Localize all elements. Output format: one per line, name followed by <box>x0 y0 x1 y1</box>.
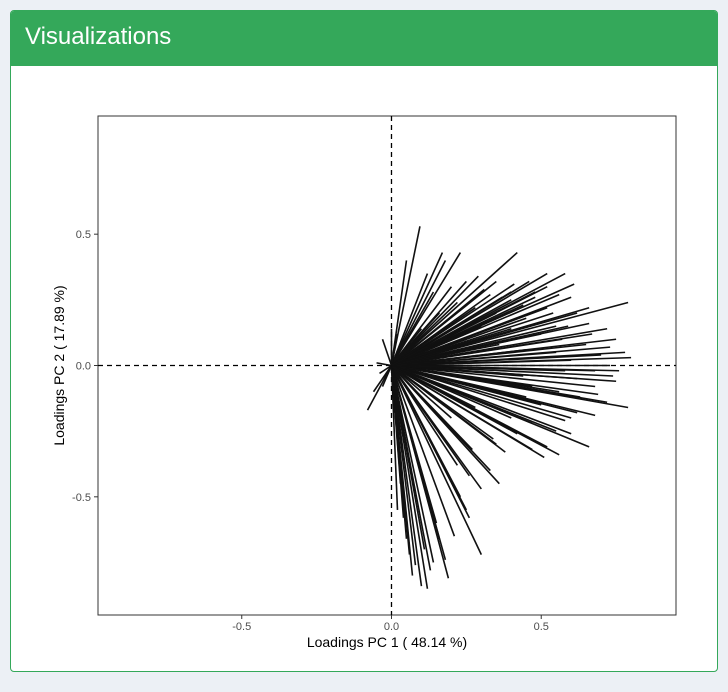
loading-segment <box>390 301 458 367</box>
loading-segment <box>391 312 578 367</box>
loading-segment <box>390 365 462 498</box>
loading-segment <box>390 260 408 366</box>
loading-segment <box>391 364 497 445</box>
loading-segment <box>379 364 392 375</box>
loading-segment <box>390 273 429 366</box>
visualizations-panel: Visualizations -0.5 0.0 0.5 -0.5 0.0 0.5 Load… <box>10 10 718 672</box>
loading-segment <box>391 283 515 367</box>
loading-segment <box>391 364 560 393</box>
x-tick-label: 0.5 <box>534 621 549 633</box>
loading-segment <box>390 251 518 367</box>
loading-segment <box>390 333 399 366</box>
loading-segment <box>390 252 444 366</box>
panel-body: -0.5 0.0 0.5 -0.5 0.0 0.5 Loadings PC 1 ( 48.… <box>11 66 717 671</box>
loading-segment <box>390 365 471 477</box>
loading-segment <box>391 338 467 367</box>
loading-segment <box>391 325 557 367</box>
loading-segment <box>390 364 491 472</box>
loading-segment <box>391 333 593 367</box>
loading-segment <box>390 365 432 571</box>
loading-segment <box>381 365 393 387</box>
loading-segment <box>390 365 456 537</box>
loading-segment <box>390 365 441 540</box>
plot-area: -0.5 0.0 0.5 -0.5 0.0 0.5 <box>72 115 677 633</box>
loading-segment <box>390 364 452 419</box>
loading-segment <box>391 364 476 409</box>
panel-title: Visualizations <box>11 11 717 66</box>
loading-segment <box>390 328 423 367</box>
y-tick-label: 0.0 <box>76 361 91 373</box>
loading-segment <box>390 365 483 555</box>
loading-segment <box>391 364 572 435</box>
y-tick-label: -0.5 <box>72 492 91 504</box>
loading-segment <box>391 364 596 372</box>
loading-segment <box>391 354 602 367</box>
x-tick-label: 0.0 <box>384 621 399 633</box>
loading-segment <box>391 346 611 367</box>
y-tick-label: 0.5 <box>76 229 91 241</box>
loading-segment <box>391 364 566 422</box>
loading-segment <box>391 322 470 367</box>
loading-segment <box>390 280 497 367</box>
loading-segment <box>390 260 447 366</box>
loading-segment <box>381 338 393 366</box>
loading-segment <box>391 364 533 451</box>
loading-segment <box>390 365 396 413</box>
loading-segment <box>391 364 527 398</box>
loading-segment <box>376 362 392 367</box>
y-axis-title: Loadings PC 2 ( 17.89 %) <box>51 285 67 445</box>
x-axis-title: Loadings PC 1 ( 48.14 %) <box>307 634 467 650</box>
x-tick-label: -0.5 <box>232 621 251 633</box>
loadings-chart: -0.5 0.0 0.5 -0.5 0.0 0.5 Loadings PC 1 ( 48.… <box>51 115 677 650</box>
loading-segment <box>390 291 435 366</box>
loading-segment <box>391 325 482 367</box>
